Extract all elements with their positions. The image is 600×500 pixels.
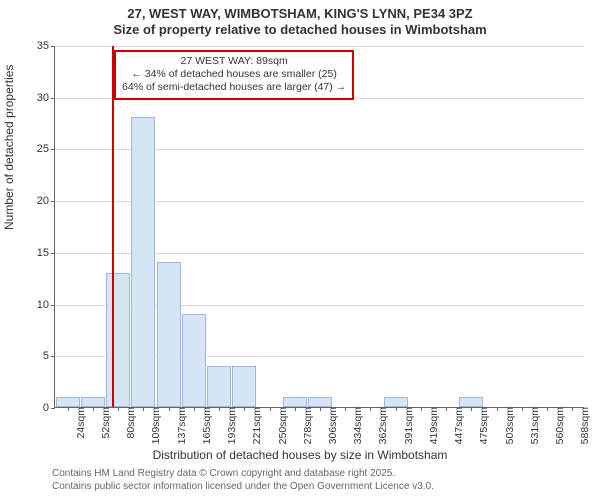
- xtick-label: 447sqm: [449, 407, 465, 444]
- ytick-label: 30: [37, 92, 55, 104]
- xtick-mark: [143, 407, 144, 411]
- histogram-bar: [459, 397, 483, 407]
- xtick-label: 193sqm: [222, 407, 238, 444]
- plot-area: 27 WEST WAY: 89sqm ← 34% of detached hou…: [54, 46, 584, 408]
- xtick-mark: [68, 407, 69, 411]
- footnote-line-2: Contains public sector information licen…: [52, 481, 434, 494]
- histogram-bar: [157, 262, 181, 407]
- xtick-label: 250sqm: [273, 407, 289, 444]
- xtick-label: 475sqm: [474, 407, 490, 444]
- xtick-mark: [320, 407, 321, 411]
- xtick-mark: [93, 407, 94, 411]
- xtick-mark: [194, 407, 195, 411]
- histogram-bar: [384, 397, 408, 407]
- xtick-label: 221sqm: [247, 407, 263, 444]
- xtick-label: 109sqm: [146, 407, 162, 444]
- xtick-mark: [446, 407, 447, 411]
- xtick-label: 306sqm: [323, 407, 339, 444]
- chart-title: 27, WEST WAY, WIMBOTSHAM, KING'S LYNN, P…: [0, 0, 600, 39]
- title-line-1: 27, WEST WAY, WIMBOTSHAM, KING'S LYNN, P…: [0, 6, 600, 22]
- xtick-mark: [471, 407, 472, 411]
- xtick-label: 278sqm: [298, 407, 314, 444]
- xtick-label: 588sqm: [575, 407, 591, 444]
- histogram-bar: [308, 397, 332, 407]
- ytick-label: 0: [43, 402, 55, 414]
- xtick-label: 137sqm: [172, 407, 188, 444]
- xtick-label: 24sqm: [71, 407, 87, 439]
- xtick-mark: [396, 407, 397, 411]
- callout-line-1: 27 WEST WAY: 89sqm: [122, 55, 346, 68]
- xtick-label: 362sqm: [373, 407, 389, 444]
- plot-wrap: 27 WEST WAY: 89sqm ← 34% of detached hou…: [54, 46, 584, 408]
- histogram-bar: [283, 397, 307, 407]
- ytick-label: 10: [37, 299, 55, 311]
- footnote-line-1: Contains HM Land Registry data © Crown c…: [52, 468, 434, 481]
- xtick-label: 334sqm: [348, 407, 364, 444]
- histogram-bar: [81, 397, 105, 407]
- xtick-mark: [421, 407, 422, 411]
- marker-vertical-line: [112, 46, 114, 407]
- histogram-bar: [106, 273, 130, 407]
- xtick-mark: [497, 407, 498, 411]
- xtick-mark: [547, 407, 548, 411]
- xtick-label: 391sqm: [399, 407, 415, 444]
- bars-layer: [55, 46, 584, 407]
- xtick-mark: [270, 407, 271, 411]
- xtick-mark: [295, 407, 296, 411]
- ytick-label: 15: [37, 247, 55, 259]
- xtick-mark: [219, 407, 220, 411]
- xtick-mark: [370, 407, 371, 411]
- x-axis-label: Distribution of detached houses by size …: [0, 448, 600, 462]
- xtick-mark: [118, 407, 119, 411]
- ytick-label: 35: [37, 40, 55, 52]
- xtick-label: 52sqm: [96, 407, 112, 439]
- histogram-bar: [182, 314, 206, 407]
- xtick-mark: [345, 407, 346, 411]
- xtick-mark: [244, 407, 245, 411]
- callout-line-3: 64% of semi-detached houses are larger (…: [122, 81, 346, 94]
- chart-container: { "chart": { "type": "histogram", "title…: [0, 0, 600, 500]
- callout-line-2: ← 34% of detached houses are smaller (25…: [122, 68, 346, 81]
- title-line-2: Size of property relative to detached ho…: [0, 22, 600, 38]
- xtick-label: 531sqm: [525, 407, 541, 444]
- histogram-bar: [232, 366, 256, 407]
- y-axis-label: Number of detached properties: [2, 65, 16, 230]
- histogram-bar: [207, 366, 231, 407]
- xtick-mark: [572, 407, 573, 411]
- ytick-label: 25: [37, 143, 55, 155]
- xtick-label: 165sqm: [197, 407, 213, 444]
- xtick-mark: [169, 407, 170, 411]
- xtick-label: 419sqm: [424, 407, 440, 444]
- callout-box: 27 WEST WAY: 89sqm ← 34% of detached hou…: [114, 50, 354, 99]
- xtick-mark: [522, 407, 523, 411]
- xtick-label: 80sqm: [121, 407, 137, 439]
- histogram-bar: [131, 117, 155, 407]
- footnote: Contains HM Land Registry data © Crown c…: [52, 468, 434, 493]
- xtick-label: 560sqm: [550, 407, 566, 444]
- ytick-label: 20: [37, 195, 55, 207]
- ytick-label: 5: [43, 350, 55, 362]
- xtick-label: 503sqm: [500, 407, 516, 444]
- histogram-bar: [56, 397, 80, 407]
